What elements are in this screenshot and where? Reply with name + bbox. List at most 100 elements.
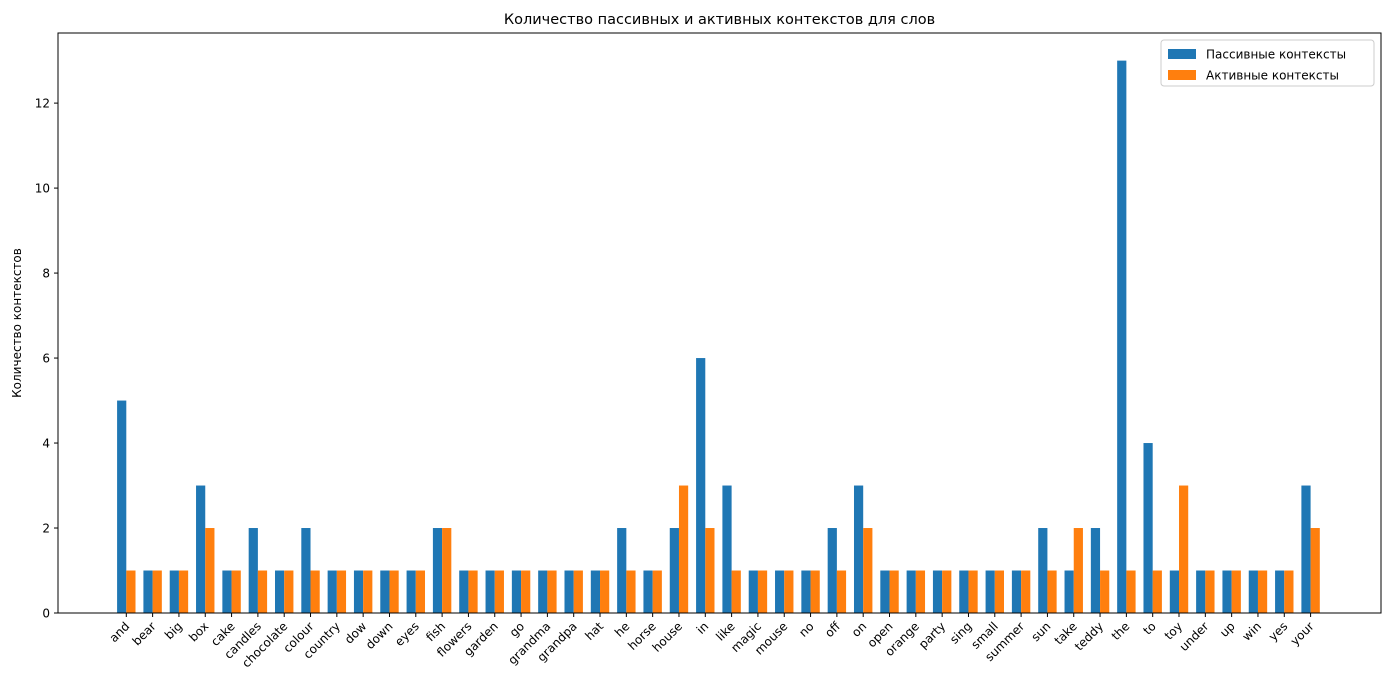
bar-passive-orange <box>906 570 916 613</box>
bar-passive-box <box>196 485 206 613</box>
bar-active-bear <box>152 570 162 613</box>
bar-passive-take <box>1064 570 1074 613</box>
bar-active-take <box>1073 528 1083 613</box>
bar-active-orange <box>915 570 926 613</box>
bar-active-go <box>521 570 531 613</box>
x-tick-label: go <box>507 619 527 639</box>
bar-active-yes <box>1284 570 1294 613</box>
bar-passive-teddy <box>1090 528 1101 613</box>
bar-active-party <box>942 570 952 613</box>
bar-passive-win <box>1248 570 1258 613</box>
x-tick-label: under <box>1177 619 1212 654</box>
bar-active-dow <box>363 570 373 613</box>
y-tick-label: 12 <box>35 97 50 111</box>
bar-passive-house <box>669 528 679 613</box>
bar-passive-country <box>327 570 337 613</box>
legend-label-passive: Пассивные контексты <box>1206 48 1346 62</box>
bar-passive-sing <box>959 570 969 613</box>
x-tick-label: win <box>1239 619 1264 644</box>
bar-active-win <box>1257 570 1268 613</box>
bar-active-colour <box>310 570 320 613</box>
bar-passive-sun <box>1038 528 1048 613</box>
bar-passive-he <box>617 528 627 613</box>
bar-active-down <box>389 570 399 613</box>
x-tick-label: sun <box>1028 619 1053 644</box>
bar-active-to <box>1152 570 1162 613</box>
bar-active-chocolate <box>284 570 294 613</box>
bar-active-candles <box>257 570 268 613</box>
bar-active-house <box>678 485 689 613</box>
bar-passive-toy <box>1169 570 1180 613</box>
bar-active-garden <box>494 570 504 613</box>
x-tick-label: no <box>796 619 816 639</box>
legend-box <box>1160 39 1375 87</box>
bar-passive-dow <box>353 570 364 613</box>
bar-passive-grandma <box>538 570 548 613</box>
bar-passive-grandpa <box>564 570 574 613</box>
x-tick-label: box <box>186 619 211 644</box>
bar-active-like <box>731 570 741 613</box>
bar-active-he <box>626 570 636 613</box>
x-tick-label: and <box>107 619 133 645</box>
x-tick-label: hat <box>582 619 606 643</box>
bar-active-teddy <box>1100 570 1110 613</box>
bar-passive-fish <box>432 528 443 613</box>
legend-swatch-active <box>1168 70 1196 80</box>
bar-passive-colour <box>301 528 311 613</box>
bar-active-no <box>810 570 820 613</box>
bar-active-flowers <box>468 570 478 613</box>
bar-active-in <box>705 528 715 613</box>
legend-label-active: Активные контексты <box>1206 69 1339 83</box>
bar-passive-party <box>932 570 943 613</box>
bars-layer <box>117 60 1320 614</box>
bar-active-horse <box>652 570 662 613</box>
bar-passive-down <box>380 570 390 613</box>
bar-passive-eyes <box>406 570 416 613</box>
bar-passive-magic <box>748 570 758 613</box>
bar-active-big <box>178 570 189 613</box>
bar-passive-bear <box>143 570 153 613</box>
plot-frame <box>57 32 1382 614</box>
bar-active-small <box>994 570 1004 613</box>
x-tick-label: down <box>363 619 396 652</box>
x-tick-label: in <box>694 619 712 637</box>
bar-active-your <box>1310 528 1320 613</box>
bar-active-sun <box>1047 570 1057 613</box>
bar-active-fish <box>442 528 452 613</box>
bar-passive-like <box>722 485 732 613</box>
bar-active-mouse <box>784 570 794 613</box>
x-tick-label: house <box>650 619 685 654</box>
bar-passive-your <box>1301 485 1311 613</box>
y-tick-label: 6 <box>42 352 50 366</box>
y-tick-label: 0 <box>42 607 50 621</box>
y-tick-label: 10 <box>35 182 50 196</box>
x-tick-label: teddy <box>1072 619 1106 653</box>
bar-active-cake <box>231 570 241 613</box>
x-tick-label: party <box>916 619 948 651</box>
bar-passive-in <box>696 358 706 613</box>
bar-active-open <box>889 570 899 613</box>
x-tick-label: your <box>1288 619 1317 648</box>
bar-passive-small <box>985 570 995 613</box>
bar-active-eyes <box>415 570 426 613</box>
y-tick-label: 8 <box>42 267 50 281</box>
x-tick-label: the <box>1109 619 1133 643</box>
bar-active-the <box>1126 570 1136 613</box>
bar-passive-chocolate <box>275 570 285 613</box>
bar-passive-and <box>117 400 127 613</box>
bar-passive-hat <box>590 570 601 613</box>
x-tick-label: up <box>1217 619 1238 640</box>
y-tick-label: 2 <box>42 522 50 536</box>
bar-active-on <box>863 528 873 613</box>
legend-swatch-passive <box>1168 49 1196 59</box>
bar-passive-summer <box>1011 570 1022 613</box>
bar-passive-go <box>511 570 522 613</box>
bar-active-hat <box>600 570 610 613</box>
bar-active-country <box>336 570 347 613</box>
bar-active-and <box>126 570 136 613</box>
bar-active-off <box>836 570 847 613</box>
bar-passive-open <box>880 570 890 613</box>
bar-passive-garden <box>485 570 495 613</box>
